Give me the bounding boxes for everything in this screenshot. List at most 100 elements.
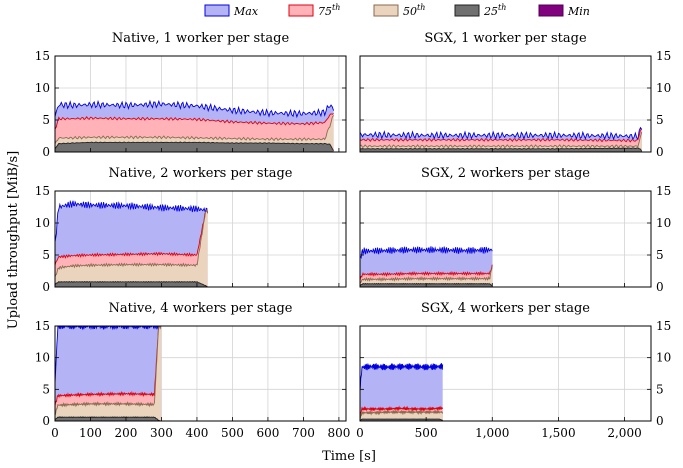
y-tick-label: 5 xyxy=(656,113,664,127)
x-tick-label: 1,000 xyxy=(475,426,509,440)
x-tick-label: 100 xyxy=(79,426,102,440)
panel-title: SGX, 1 worker per stage xyxy=(424,31,587,46)
x-tick-label: 600 xyxy=(256,426,279,440)
line-50th xyxy=(360,131,643,149)
panel-sgx: SGX, 2 workers per stage 0 5 10 15 xyxy=(359,166,671,294)
band-50th xyxy=(360,410,443,421)
x-tick-label: 200 xyxy=(115,426,138,440)
line-25th xyxy=(360,147,643,152)
y-tick-label: 10 xyxy=(656,351,671,365)
y-tick-label: 0 xyxy=(42,280,50,294)
y-tick-label: 0 xyxy=(656,145,664,159)
x-tick-label: 800 xyxy=(327,426,350,440)
legend-item: 50th xyxy=(373,3,425,18)
series-area xyxy=(360,246,493,287)
y-tick-label: 10 xyxy=(35,351,50,365)
legend-item: 75th xyxy=(288,3,340,18)
y-tick-label: 5 xyxy=(42,382,50,396)
legend-label: Max xyxy=(233,5,259,18)
line-50th xyxy=(360,409,444,420)
legend-swatch xyxy=(288,4,314,17)
line-max xyxy=(55,326,162,384)
line-max xyxy=(360,246,493,259)
line-25th xyxy=(55,416,161,421)
band-50th xyxy=(55,210,208,287)
panel-native: Native, 2 workers per stage 0 5 10 15 xyxy=(35,166,347,294)
panel-frame xyxy=(54,55,347,153)
band-max xyxy=(360,363,443,421)
y-tick-label: 10 xyxy=(35,81,50,95)
legend-label: 75th xyxy=(318,3,340,18)
legend: Max 75th 50th 25th Min xyxy=(204,3,590,18)
line-25th xyxy=(55,141,334,151)
y-tick-label: 10 xyxy=(656,216,671,230)
band-75th xyxy=(55,326,161,421)
series-area xyxy=(360,126,643,152)
band-25th xyxy=(55,142,334,152)
x-tick-label: 0 xyxy=(356,426,364,440)
panel-native: Native, 4 workers per stage 0 5 10 15 0 100 200… xyxy=(35,301,351,440)
line-50th xyxy=(55,208,209,278)
y-tick-label: 0 xyxy=(656,414,664,428)
x-tick-label: 2,000 xyxy=(607,426,641,440)
line-75th xyxy=(360,264,493,281)
band-25th xyxy=(55,281,208,287)
line-50th xyxy=(55,326,162,415)
y-tick-label: 10 xyxy=(656,81,671,95)
x-tick-label: 0 xyxy=(51,426,59,440)
x-tick-label: 500 xyxy=(415,426,438,440)
y-tick-label: 15 xyxy=(35,184,50,198)
legend-swatch xyxy=(373,4,399,17)
y-axis-label: Upload throughput [MiB/s] xyxy=(6,151,21,329)
y-tick-label: 15 xyxy=(35,49,50,63)
y-tick-label: 10 xyxy=(35,216,50,230)
legend-label: 50th xyxy=(403,3,425,18)
line-75th xyxy=(55,326,162,407)
legend-label: 25th xyxy=(483,3,506,18)
band-50th xyxy=(360,266,493,287)
legend-swatch xyxy=(204,4,230,17)
panels: Native, 1 worker per stage 0 5 10 15 SGX, 1 w… xyxy=(35,31,672,440)
line-75th xyxy=(360,128,642,143)
legend-item: Min xyxy=(538,4,590,18)
panel-title: Native, 2 workers per stage xyxy=(109,166,293,181)
y-tick-label: 15 xyxy=(656,184,671,198)
y-tick-label: 5 xyxy=(656,382,664,396)
y-tick-label: 0 xyxy=(656,280,664,294)
panel-title: Native, 1 worker per stage xyxy=(112,31,290,46)
y-tick-label: 0 xyxy=(42,145,50,159)
band-50th xyxy=(55,326,161,421)
y-tick-label: 15 xyxy=(656,319,671,333)
y-tick-label: 5 xyxy=(656,248,664,262)
x-tick-label: 400 xyxy=(185,426,208,440)
y-tick-label: 15 xyxy=(35,319,50,333)
legend-item: 25th xyxy=(454,3,506,18)
panel-frame xyxy=(359,325,652,422)
x-axis-label: Time [s] xyxy=(322,449,376,464)
series-area xyxy=(55,326,162,421)
y-tick-label: 5 xyxy=(42,248,50,262)
legend-item: Max xyxy=(204,4,259,18)
line-max xyxy=(55,199,209,243)
line-50th xyxy=(55,115,334,145)
panel-sgx: SGX, 4 workers per stage 0 5 10 15 0 500 1,000 1… xyxy=(356,301,671,440)
series-area xyxy=(55,199,209,287)
legend-swatch xyxy=(538,4,564,17)
x-tick-label: 500 xyxy=(221,426,244,440)
x-tick-label: 1,500 xyxy=(541,426,575,440)
panel-sgx: SGX, 1 worker per stage 0 5 10 15 xyxy=(359,31,671,159)
panel-title: SGX, 2 workers per stage xyxy=(421,166,590,181)
x-tick-label: 300 xyxy=(150,426,173,440)
line-75th xyxy=(55,113,334,130)
panel-title: SGX, 4 workers per stage xyxy=(421,301,590,316)
panel-native: Native, 1 worker per stage 0 5 10 15 xyxy=(35,31,347,159)
series-area xyxy=(360,363,444,421)
legend-swatch xyxy=(454,4,480,17)
line-75th xyxy=(55,208,209,266)
panel-title: Native, 4 workers per stage xyxy=(109,301,293,316)
line-max xyxy=(55,99,335,119)
y-tick-label: 5 xyxy=(42,113,50,127)
panel-frame xyxy=(54,325,347,422)
line-75th xyxy=(360,405,444,415)
